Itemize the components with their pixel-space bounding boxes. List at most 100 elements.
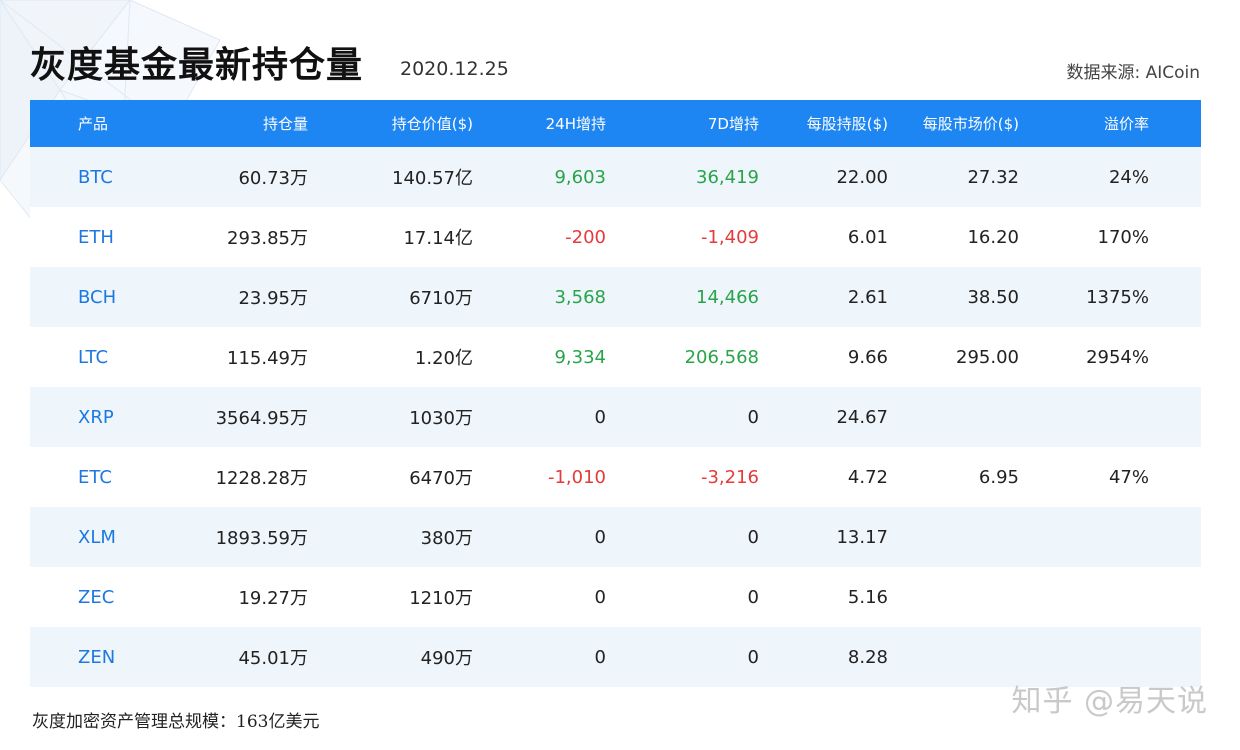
- per-share-cell: 9.66: [847, 346, 888, 368]
- column-header-24h: 24H增持: [545, 115, 606, 133]
- value-cell: 380万: [420, 528, 473, 549]
- premium-cell: 1375%: [1086, 286, 1149, 308]
- per-share-cell: 6.01: [847, 226, 888, 248]
- premium-cell: 2954%: [1086, 346, 1149, 368]
- change-24h-cell: -200: [565, 226, 606, 248]
- row-spacer: [30, 207, 78, 267]
- row-spacer: [1149, 327, 1201, 387]
- table-row: LTC 115.49万 1.20亿 9,334 206,568 9.66 295.00 295…: [30, 327, 1201, 387]
- per-share-cell: 8.28: [847, 646, 888, 668]
- premium-cell: [1019, 567, 1149, 627]
- per-share-cell: 5.16: [847, 586, 888, 608]
- per-share-cell: 13.17: [836, 526, 888, 548]
- row-spacer: [1149, 207, 1201, 267]
- change-7d-cell: 36,419: [696, 166, 759, 188]
- product-cell: ETH: [78, 226, 114, 248]
- product-cell: XLM: [78, 526, 116, 548]
- holding-cell: 23.95万: [238, 288, 308, 309]
- total-aum-note: 灰度加密资产管理总规模：163亿美元: [32, 712, 320, 732]
- row-spacer: [30, 567, 78, 627]
- row-spacer: [30, 507, 78, 567]
- holding-cell: 3564.95万: [215, 408, 308, 429]
- product-cell: BCH: [78, 286, 117, 308]
- product-cell: ZEC: [78, 586, 115, 608]
- holding-cell: 1228.28万: [215, 468, 308, 489]
- holding-cell: 45.01万: [238, 648, 308, 669]
- row-spacer: [30, 627, 78, 687]
- change-24h-cell: 0: [594, 526, 606, 548]
- report-date: 2020.12.25: [400, 58, 509, 80]
- premium-cell: 24%: [1108, 166, 1149, 188]
- change-24h-cell: 9,603: [554, 166, 606, 188]
- table-row: XRP 3564.95万 1030万 0 0 24.67: [30, 387, 1201, 447]
- product-cell: ZEN: [78, 646, 116, 668]
- table-row: ZEC 19.27万 1210万 0 0 5.16: [30, 567, 1201, 627]
- row-spacer: [30, 267, 78, 327]
- column-header-per-share: 每股持股($): [806, 115, 888, 133]
- value-cell: 140.57亿: [392, 168, 473, 189]
- premium-cell: 47%: [1108, 466, 1149, 488]
- per-share-cell: 2.61: [847, 286, 888, 308]
- change-24h-cell: 3,568: [554, 286, 606, 308]
- column-header-7d: 7D增持: [707, 115, 759, 133]
- market-price-cell: 27.32: [967, 166, 1019, 188]
- table-row: BCH 23.95万 6710万 3,568 14,466 2.61 38.50 1375%: [30, 267, 1201, 327]
- change-7d-cell: 0: [747, 646, 759, 668]
- product-cell: ETC: [78, 466, 112, 488]
- market-price-cell: [888, 507, 1019, 567]
- holding-cell: 19.27万: [238, 588, 308, 609]
- row-spacer: [1149, 267, 1201, 327]
- table-row: ETH 293.85万 17.14亿 -200 -1,409 6.01 16.20 170%: [30, 207, 1201, 267]
- value-cell: 1.20亿: [414, 348, 473, 369]
- product-cell: XRP: [78, 406, 114, 428]
- change-7d-cell: 0: [747, 406, 759, 428]
- market-price-cell: [888, 627, 1019, 687]
- value-cell: 6470万: [409, 468, 473, 489]
- change-7d-cell: -1,409: [700, 226, 759, 248]
- market-price-cell: 295.00: [956, 346, 1019, 368]
- premium-cell: 170%: [1097, 226, 1149, 248]
- change-7d-cell: 206,568: [684, 346, 759, 368]
- value-cell: 1030万: [409, 408, 473, 429]
- table-row: ZEN 45.01万 490万 0 0 8.28: [30, 627, 1201, 687]
- market-price-cell: 16.20: [967, 226, 1019, 248]
- change-24h-cell: -1,010: [547, 466, 606, 488]
- watermark: 知乎 @易天说: [1011, 684, 1208, 719]
- change-24h-cell: 9,334: [554, 346, 606, 368]
- table-row: ETC 1228.28万 6470万 -1,010 -3,216 4.72 6.95 47%: [30, 447, 1201, 507]
- row-spacer: [1149, 567, 1201, 627]
- table-row: BTC 60.73万 140.57亿 9,603 36,419 22.00 27.32 24%: [30, 147, 1201, 207]
- per-share-cell: 4.72: [847, 466, 888, 488]
- market-price-cell: 38.50: [967, 286, 1019, 308]
- table-header-row: 产品 持仓量 持仓价值($) 24H增持 7D增持 每股持股($) 每股市场价(…: [30, 100, 1201, 147]
- data-source: 数据来源: AICoin: [1066, 63, 1200, 83]
- holdings-table: 产品 持仓量 持仓价值($) 24H增持 7D增持 每股持股($) 每股市场价(…: [30, 100, 1201, 687]
- product-cell: LTC: [78, 346, 109, 368]
- row-spacer: [1149, 447, 1201, 507]
- change-7d-cell: 0: [747, 526, 759, 548]
- value-cell: 490万: [420, 648, 473, 669]
- header-spacer: [1149, 100, 1201, 147]
- holding-cell: 60.73万: [238, 168, 308, 189]
- market-price-cell: [888, 387, 1019, 447]
- change-7d-cell: -3,216: [700, 466, 759, 488]
- row-spacer: [30, 147, 78, 207]
- change-7d-cell: 0: [747, 586, 759, 608]
- change-24h-cell: 0: [594, 406, 606, 428]
- holding-cell: 293.85万: [227, 228, 308, 249]
- market-price-cell: 6.95: [978, 466, 1019, 488]
- premium-cell: [1019, 387, 1149, 447]
- row-spacer: [30, 447, 78, 507]
- change-24h-cell: 0: [594, 586, 606, 608]
- product-cell: BTC: [78, 166, 113, 188]
- holding-cell: 1893.59万: [215, 528, 308, 549]
- column-header-premium: 溢价率: [1103, 115, 1149, 133]
- page-title: 灰度基金最新持仓量: [30, 45, 364, 86]
- row-spacer: [1149, 387, 1201, 447]
- premium-cell: [1019, 507, 1149, 567]
- per-share-cell: 24.67: [836, 406, 888, 428]
- value-cell: 17.14亿: [403, 228, 473, 249]
- per-share-cell: 22.00: [836, 166, 888, 188]
- row-spacer: [30, 387, 78, 447]
- table-row: XLM 1893.59万 380万 0 0 13.17: [30, 507, 1201, 567]
